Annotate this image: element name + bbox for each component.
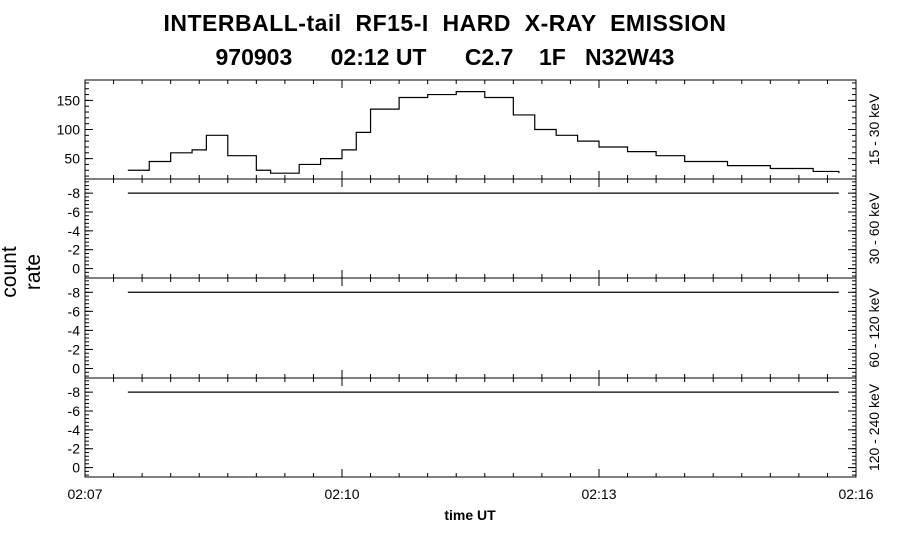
y-tick-label: -4 [68,223,81,239]
y-tick-label: -8 [68,284,81,300]
y-tick-label: 50 [64,151,80,167]
x-axis-label: time UT [444,507,496,523]
panel-frame-3 [84,377,857,478]
x-tick-label: 02:10 [324,486,359,502]
y-tick-label: 0 [72,460,80,476]
y-tick-label: -8 [68,384,81,400]
y-tick-label: -4 [68,422,81,438]
x-tick-label: 02:07 [67,486,102,502]
chart-title-line2: 970903 02:12 UT C2.7 1F N32W43 [215,44,675,70]
y-tick-label: -2 [68,341,81,357]
y-tick-label: 0 [72,360,80,376]
y-tick-label: -2 [68,242,81,258]
x-tick-label: 02:13 [581,486,616,502]
y-tick-label: 150 [57,92,81,108]
panel-energy-label: 60 - 120 keV [866,288,882,368]
panel-frame-2 [84,277,857,379]
chart-title-line1: INTERBALL-tail RF15-I HARD X-RAY EMISSIO… [163,10,727,36]
panel-energy-label: 15 - 30 keV [866,93,882,165]
panel-frame-0 [84,79,857,180]
y-tick-label: -8 [68,185,81,201]
series-line-0 [127,91,840,174]
y-tick-label: 100 [57,122,81,138]
y-tick-label: -2 [68,441,81,457]
panel-energy-label: 120 - 240 keV [866,383,882,471]
y-tick-label: 0 [72,261,80,277]
y-tick-label: -6 [68,403,81,419]
y-tick-label: -6 [68,204,81,220]
panel-frame-1 [84,178,857,279]
panel-energy-label: 30 - 60 keV [866,192,882,264]
y-tick-label: -4 [68,322,81,338]
y-tick-label: -6 [68,303,81,319]
x-tick-label: 02:16 [838,486,873,502]
